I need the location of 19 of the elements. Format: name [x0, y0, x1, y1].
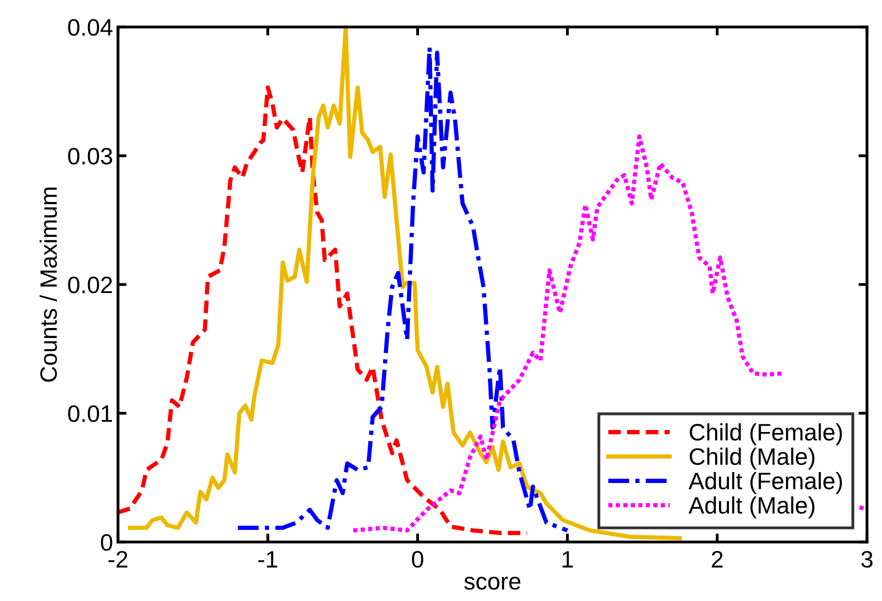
y-tick-label: 0 — [100, 534, 112, 551]
legend-label: Adult (Female) — [688, 472, 842, 494]
y-tick-label: 0.04 — [68, 19, 112, 36]
x-tick-label: 1 — [562, 551, 573, 568]
x-axis-title: score — [464, 576, 520, 590]
y-tick-label: 0.03 — [68, 148, 112, 165]
x-tick-label: 2 — [712, 550, 723, 568]
x-tick-label: 3 — [861, 550, 873, 568]
y-tick-label: 0.02 — [68, 276, 112, 294]
x-tick-label: -1 — [258, 551, 278, 568]
y-axis-title: Counts / Maximum — [40, 188, 57, 382]
line-series — [128, 27, 682, 540]
legend-label: Child (Male) — [690, 448, 814, 470]
x-tick-label: 0 — [412, 550, 424, 568]
y-tick-label: 0.01 — [68, 405, 112, 422]
x-tick-label: -2 — [108, 550, 128, 568]
legend-label: Child (Female) — [690, 423, 842, 446]
line-series — [236, 46, 570, 532]
legend-label: Adult (Male) — [688, 496, 814, 518]
